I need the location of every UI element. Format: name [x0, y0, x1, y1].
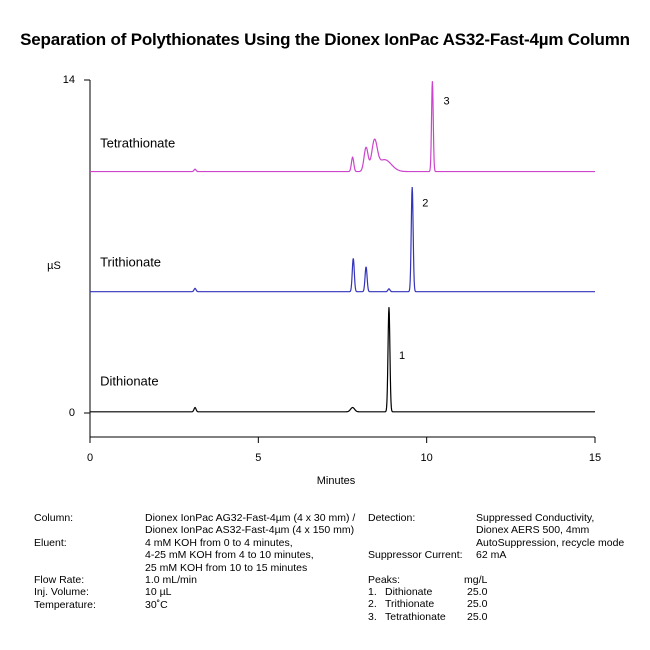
x-tick-label: 10: [421, 452, 433, 464]
peak-number: 1.: [368, 586, 377, 598]
eluent-value-line: 25 mM KOH from 10 to 15 minutes: [145, 561, 308, 574]
conditions-right-labels: Detection: Suppressor Current: Peaks:: [368, 512, 463, 586]
x-ticks: 0 5 10 15: [87, 437, 601, 464]
inj-volume-value: 10 µL: [145, 586, 172, 599]
x-tick-label: 0: [87, 452, 93, 464]
temperature-label: Temperature:: [34, 598, 96, 611]
x-axis-label: Minutes: [317, 475, 356, 487]
y-tick-label-0: 0: [69, 407, 75, 419]
inj-volume-label: Inj. Volume:: [34, 586, 89, 599]
peak-name: Trithionate: [385, 598, 435, 611]
flow-rate-value: 1.0 mL/min: [145, 574, 197, 587]
trace-name-label: Trithionate: [100, 255, 161, 270]
suppressor-current-value: 62 mA: [476, 549, 507, 562]
spacer: [34, 549, 96, 561]
chromatogram-chart: 14 0 µS Minutes 0 5 10 15 1 2 3 Dithionate Tri…: [47, 74, 601, 487]
trace-tetrathionate: [90, 81, 595, 173]
peak-value: 25.0: [467, 610, 488, 623]
trace-name-label: Tetrathionate: [100, 136, 175, 151]
peak-number-label: 1: [399, 350, 405, 362]
conditions-left-labels: Column: Eluent: Flow Rate: Inj. Volume: …: [34, 512, 96, 611]
detection-value-line: Suppressed Conductivity,: [476, 512, 595, 524]
peaks-header: Peaks:: [368, 573, 401, 586]
eluent-label: Eluent:: [34, 536, 67, 549]
trace-trithionate: [90, 187, 595, 293]
axes: 14 0 µS Minutes: [47, 74, 595, 487]
chart-title: Separation of Polythionates Using the Di…: [20, 30, 630, 49]
trace-dithionate: [90, 307, 595, 413]
peak-value: 25.0: [467, 586, 488, 598]
flow-rate-label: Flow Rate:: [34, 573, 85, 586]
spacer: [34, 562, 96, 574]
eluent-value-line: 4-25 mM KOH from 4 to 10 minutes,: [145, 549, 314, 562]
temperature-value: 30˚C: [145, 598, 168, 611]
trace-labels: Dithionate Trithionate Tetrathionate: [100, 136, 175, 389]
spacer: [368, 524, 463, 536]
eluent-value-line: 4 mM KOH from 0 to 4 minutes,: [145, 536, 293, 549]
detection-value-line: Dionex AERS 500, 4mm: [476, 524, 590, 537]
suppressor-current-label: Suppressor Current:: [368, 549, 463, 562]
detection-label: Detection:: [368, 512, 416, 524]
peak-number: 3.: [368, 610, 377, 623]
peaks-unit: mg/L: [464, 574, 488, 586]
y-axis-label: µS: [47, 260, 61, 272]
column-value-line: Dionex IonPac AS32-Fast-4µm (4 x 150 mm): [145, 524, 355, 537]
spacer: [368, 562, 463, 574]
y-tick-label-14: 14: [63, 74, 75, 86]
conditions-right-values: Suppressed Conductivity, Dionex AERS 500…: [476, 512, 624, 562]
conditions-left-values: Dionex IonPac AG32-Fast-4µm (4 x 30 mm) …: [145, 512, 355, 611]
peak-number-label: 3: [444, 95, 450, 107]
x-tick-label: 15: [589, 452, 601, 464]
spacer: [34, 524, 96, 536]
peak-value: 25.0: [467, 598, 488, 611]
detection-value-line: AutoSuppression, recycle mode: [476, 536, 625, 549]
x-tick-label: 5: [255, 452, 261, 464]
traces: 1 2 3: [90, 81, 595, 413]
peak-number-label: 2: [422, 198, 428, 210]
peak-name: Tetrathionate: [385, 610, 446, 623]
column-value-line: Dionex IonPac AG32-Fast-4µm (4 x 30 mm) …: [145, 512, 356, 524]
spacer: [368, 537, 463, 549]
peak-number: 2.: [368, 598, 377, 611]
trace-name-label: Dithionate: [100, 374, 159, 389]
column-label: Column:: [34, 512, 74, 524]
peak-name: Dithionate: [385, 586, 433, 598]
